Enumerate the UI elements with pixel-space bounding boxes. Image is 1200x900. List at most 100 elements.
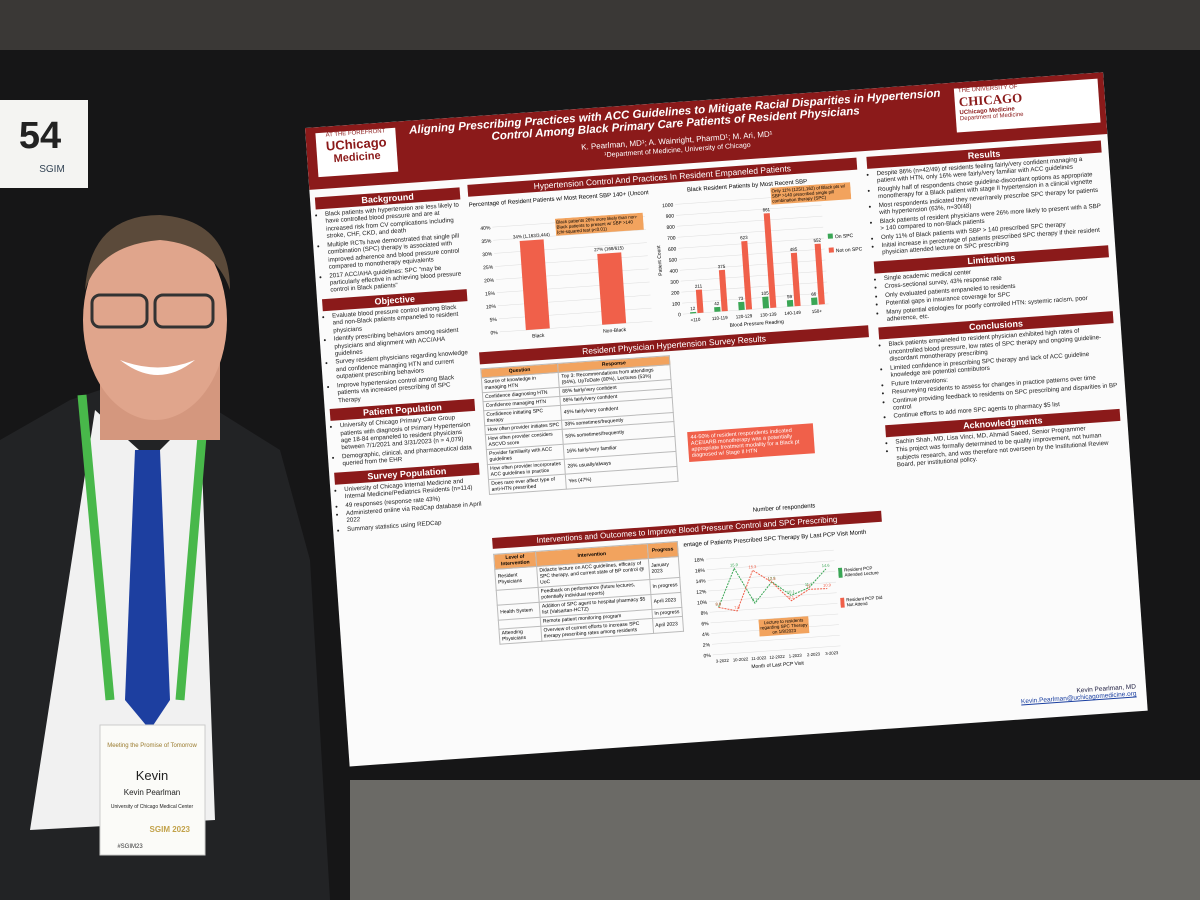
- y-tick-label: 0%: [490, 330, 498, 337]
- cell: Resident Physicians: [494, 566, 539, 591]
- y-tick-label: 30%: [482, 251, 493, 258]
- value-label: 59: [787, 294, 793, 299]
- grid-line: [680, 270, 827, 282]
- value-label: 15.3: [748, 564, 757, 570]
- y-tick-label: 900: [666, 213, 675, 220]
- grid-line: [679, 259, 826, 271]
- y-tick-label: 1000: [662, 202, 674, 209]
- value-label: 10.9: [823, 582, 832, 588]
- value-label: 10.1: [787, 589, 796, 595]
- bar: [814, 243, 825, 305]
- grid-line: [498, 307, 652, 320]
- badge-event: Meeting the Promise of Tomorrow: [107, 743, 197, 749]
- value-label: 211: [695, 283, 703, 289]
- y-tick-label: 5%: [489, 317, 497, 324]
- value-label: 11.3: [805, 581, 814, 587]
- y-tick-label: 40%: [480, 225, 491, 232]
- x-tick-label: 150+: [812, 308, 823, 314]
- legend-label: On SPC: [835, 233, 854, 240]
- y-tick-label: 15%: [485, 291, 496, 298]
- section: ResultsDespite 86% (n=42/49) of resident…: [866, 140, 1107, 258]
- cell: January 2023: [648, 556, 680, 580]
- section: Patient PopulationUniversity of Chicago …: [329, 398, 479, 469]
- badge-org: University of Chicago Medical Center: [111, 804, 194, 810]
- axis-label: Month of Last PCP Visit: [751, 660, 805, 670]
- value-label: 14.6: [822, 563, 831, 569]
- x-tick-label: 3-2022: [716, 658, 730, 664]
- grid-line: [497, 294, 651, 306]
- badge-hashtag: #SGIM23: [117, 844, 143, 850]
- bar: [695, 289, 704, 314]
- y-tick-label: 700: [667, 235, 676, 242]
- x-tick-label: 1-2023: [789, 653, 803, 659]
- y-tick-label: 35%: [481, 238, 492, 245]
- y-tick-label: 10%: [697, 600, 708, 607]
- chart-note: Black patients 26% more likely than non-…: [554, 212, 644, 236]
- grid-line: [675, 204, 822, 216]
- bar: [786, 299, 794, 307]
- bar: [597, 252, 627, 325]
- legend-label: Not on SPC: [836, 246, 863, 254]
- bar: [741, 240, 753, 310]
- bar: [762, 296, 770, 309]
- grid-line: [676, 215, 823, 227]
- legend-swatch: [828, 247, 834, 253]
- grid-line: [499, 320, 653, 333]
- y-tick-label: 500: [669, 257, 678, 264]
- badge-tag: SGIM 2023: [150, 825, 191, 834]
- legend-label: Resident PCP Did Not Attend: [840, 594, 886, 608]
- value-label: 27% (168/615): [594, 245, 624, 252]
- legend-label: Resident PCP Attended Lecture: [837, 564, 884, 578]
- x-tick-label: <110: [690, 317, 701, 323]
- chart-note: Lecture to residents regarding SPC Thera…: [758, 616, 810, 637]
- bar: [738, 301, 745, 311]
- bar: [790, 252, 801, 307]
- grid-line: [679, 248, 825, 260]
- section: Survey PopulationUniversity of Chicago I…: [334, 462, 483, 534]
- bullet-list: Evaluate blood pressure control among Bl…: [323, 303, 474, 405]
- section: ConclusionsBlack patients empaneled to r…: [878, 311, 1119, 422]
- grid-line: [677, 226, 824, 238]
- grid-line: [682, 292, 828, 304]
- y-tick-label: 8%: [700, 610, 708, 617]
- chart-uncontrolled: 0%5%10%15%20%25%30%35%40%Percentage of R…: [469, 189, 659, 340]
- value-label: 34% (1,163/3,444): [513, 232, 551, 240]
- poster: AT THE FOREFRONT UChicago Medicine Align…: [305, 72, 1148, 767]
- value-label: 623: [740, 235, 748, 241]
- line: [718, 569, 828, 612]
- chart-spc-trend: 0%2%4%6%8%10%12%14%16%18%Percentage of P…: [683, 530, 886, 670]
- value-label: 375: [718, 264, 726, 270]
- cell: Attending Physicians: [498, 626, 542, 645]
- y-tick-label: 600: [668, 246, 677, 253]
- value-label: 42: [714, 301, 720, 306]
- y-tick-label: 0%: [703, 653, 711, 660]
- grid-line: [681, 281, 828, 293]
- grid-line: [712, 645, 841, 656]
- left-column: BackgroundBlack patients with hypertensi…: [314, 187, 483, 538]
- bar: [811, 297, 818, 306]
- badge-full-name: Kevin Pearlman: [124, 788, 180, 797]
- legend-item: Resident PCP Attended Lecture: [837, 564, 884, 578]
- value-label: 105: [761, 290, 769, 296]
- y-tick-label: 300: [670, 279, 679, 286]
- grid-line: [678, 237, 824, 249]
- grid-line: [494, 242, 647, 254]
- value-label: 66: [811, 291, 817, 296]
- grid-line: [709, 603, 838, 613]
- value-label: 861: [762, 207, 770, 213]
- bullet-list: University of Chicago Internal Medicine …: [335, 476, 483, 534]
- x-tick-label: Non-Black: [603, 327, 627, 335]
- legend-item: Resident PCP Did Not Attend: [840, 594, 886, 608]
- x-tick-label: Black: [532, 333, 545, 340]
- y-tick-label: 2%: [703, 642, 711, 649]
- value-label: 12: [690, 306, 696, 311]
- x-tick-label: 10-2022: [733, 656, 749, 662]
- y-tick-label: 12%: [696, 589, 707, 596]
- value-label: 9.1: [788, 594, 795, 599]
- value-label: 8.8: [715, 601, 722, 606]
- cell: April 2023: [652, 616, 684, 634]
- axis-label: Number of respondents: [752, 503, 816, 514]
- contact: Kevin Pearlman, MD Kevin.Pearlman@uchica…: [946, 683, 1137, 710]
